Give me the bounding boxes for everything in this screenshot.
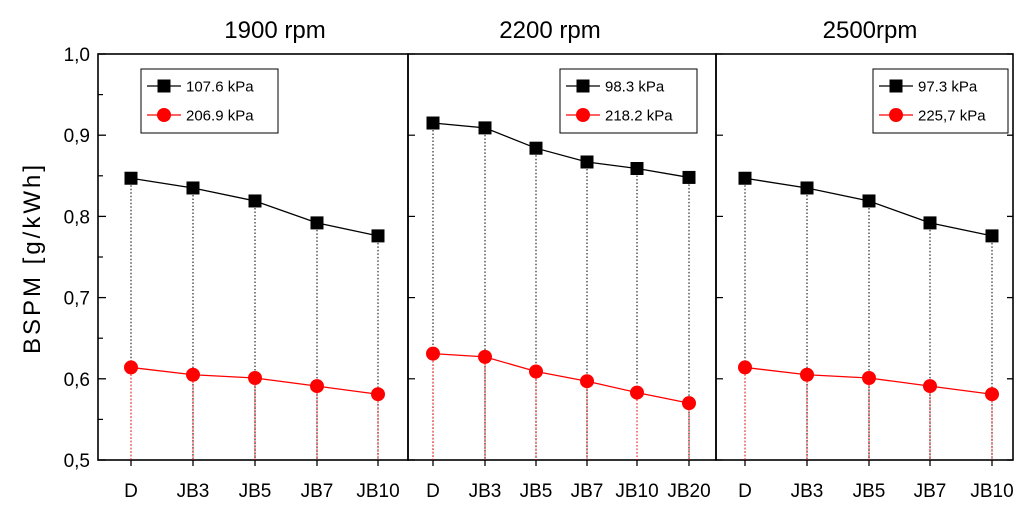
x-tick-label: JB7: [301, 481, 334, 502]
x-tick-label: JB5: [239, 481, 272, 502]
x-tick-label: JB10: [356, 481, 399, 502]
legend-label: 97.3 kPa: [918, 79, 978, 96]
x-tick-label: D: [738, 481, 752, 502]
data-point: [478, 121, 492, 135]
x-tick-label: JB5: [520, 481, 553, 502]
x-tick-label: JB5: [853, 481, 886, 502]
data-point: [310, 379, 324, 394]
y-tick-label: 0,8: [64, 207, 90, 228]
data-point: [580, 155, 594, 169]
data-point: [186, 181, 200, 195]
series-line: [432, 122, 690, 179]
legend-label: 107.6 kPa: [186, 79, 254, 96]
x-tick-label: JB7: [914, 481, 947, 502]
data-point: [248, 370, 262, 385]
x-tick-label: JB3: [177, 481, 210, 502]
data-point: [426, 116, 440, 130]
data-point: [682, 170, 696, 184]
data-point: [371, 229, 385, 243]
y-tick-label: 1,0: [64, 45, 90, 66]
panel-frame: [715, 53, 1014, 461]
data-point: [426, 346, 440, 361]
data-point: [630, 385, 644, 400]
data-point: [985, 229, 999, 243]
data-point: [738, 360, 752, 375]
legend-label: 206.9 kPa: [186, 108, 254, 125]
data-point: [738, 171, 752, 185]
data-point: [923, 216, 937, 230]
legend-marker: [157, 108, 171, 122]
panel-1: 1900 rpm D JB3 JB5 JB7 JB10 107.6 kPa 206.9 kPa: [97, 17, 409, 502]
data-point: [800, 181, 814, 195]
y-axis-label: BSPM [g/kWh]: [19, 162, 46, 354]
data-point: [529, 364, 543, 379]
panel-title: 2200 rpm: [499, 17, 600, 44]
y-tick-label: 0,6: [64, 370, 90, 391]
legend-marker: [889, 79, 903, 93]
data-point: [529, 141, 543, 155]
data-point: [630, 161, 644, 175]
data-point: [862, 370, 876, 385]
data-point: [985, 387, 999, 402]
x-tick-label: JB10: [970, 481, 1013, 502]
panel-2: 2200 rpm D JB3 JB5 JB7 JB10 JB20 98.3 kPa 218.2 …: [407, 17, 717, 502]
x-tick-label: JB3: [469, 481, 502, 502]
y-tick-label: 0,7: [64, 289, 90, 310]
legend-marker: [576, 79, 590, 93]
panel-3: 2500rpm D JB3 JB5 JB7 JB10 97.3 kPa 225,7 kPa: [715, 17, 1014, 502]
legend-label: 98.3 kPa: [605, 79, 665, 96]
data-point: [310, 216, 324, 230]
x-tick-label: JB10: [615, 481, 658, 502]
data-point: [800, 367, 814, 382]
data-point: [371, 387, 385, 402]
data-point: [478, 349, 492, 364]
x-tick-label: JB3: [791, 481, 824, 502]
x-tick-label: D: [124, 481, 138, 502]
data-point: [580, 374, 594, 389]
data-point: [124, 360, 138, 375]
plot-area: 0,5 0,6 0,7 0,8 0,9 1,0 1900 rpm D JB3 JB5 JB7 JB10…: [64, 17, 1014, 502]
x-tick-label: JB20: [667, 481, 710, 502]
legend-label: 225,7 kPa: [918, 108, 986, 125]
x-tick-label: JB7: [571, 481, 604, 502]
x-tick-label: D: [426, 481, 440, 502]
y-tick-label: 0,5: [64, 451, 90, 472]
data-point: [186, 367, 200, 382]
y-tick-label: 0,9: [64, 126, 90, 147]
data-point: [923, 379, 937, 394]
panel-title: 2500rpm: [823, 17, 918, 44]
data-point: [862, 194, 876, 208]
panel-title: 1900 rpm: [224, 17, 325, 44]
series-line: [432, 352, 690, 404]
legend-marker: [889, 108, 903, 122]
data-point: [248, 194, 262, 208]
data-point: [124, 171, 138, 185]
legend-marker: [157, 79, 171, 93]
legend-label: 218.2 kPa: [605, 108, 673, 125]
data-point: [682, 396, 696, 411]
legend-marker: [576, 108, 590, 122]
